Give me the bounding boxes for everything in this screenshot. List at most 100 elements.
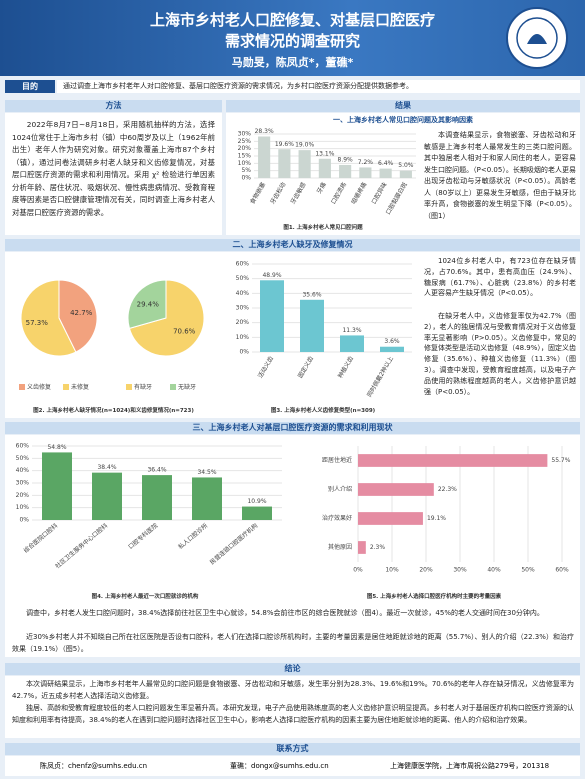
x-tick-label: 种植义齿 <box>336 355 355 380</box>
x-tick-label: 60% <box>555 567 569 574</box>
y-tick-label: 60% <box>16 443 30 450</box>
section-title: 方法 <box>5 100 222 112</box>
subsection-title: 一、上海乡村老人常见口腔问题及其影响因素 <box>333 116 473 124</box>
value-label: 11.3% <box>342 327 361 334</box>
bar <box>258 136 271 178</box>
chart: 0%5%10%15%20%25%30% 28.3% 食物嵌塞 19.6% 牙齿松动 19.… <box>238 128 416 216</box>
bar <box>42 452 72 520</box>
chart-caption: 图3. 上海乡村老人义齿修复类型(n=309) <box>270 408 376 414</box>
y-tick-label: 20% <box>238 145 252 152</box>
x-tick-label: 牙齿松动 <box>268 181 287 206</box>
x-tick-label: 口腔溃疡 <box>329 181 348 206</box>
value-label: 7.2% <box>358 159 374 166</box>
x-tick-label: 口腔异味 <box>370 181 389 206</box>
x-tick-label: 牙齿敏感 <box>289 181 308 206</box>
objective-label: 目的 <box>5 80 55 93</box>
x-tick-label: 综合医院口腔科 <box>22 522 59 555</box>
y-tick-label: 20% <box>16 492 30 499</box>
value-label: 8.9% <box>338 156 354 163</box>
value-label: 55.7% <box>551 457 570 464</box>
chart-caption: 图5. 上海乡村老人选择口腔医疗机构时主要的考量因素 <box>366 594 502 600</box>
bar <box>318 158 331 178</box>
value-label: 57.3% <box>26 319 49 327</box>
x-tick-label: 10% <box>385 567 399 574</box>
result-text: 在缺牙老人中，义齿修复率仅为42.7%（图2），老人的独居情况与受教育情况对于义… <box>424 312 576 396</box>
value-label: 13.1% <box>315 150 334 157</box>
conclusion-text: 本次调研结果显示，上海市乡村老年人最常见的口腔问题是食物嵌塞、牙齿松动和牙敏感，… <box>12 680 574 700</box>
value-label: 3.6% <box>384 338 400 345</box>
legend-swatch <box>19 384 25 390</box>
chart: 0% 10% 20% 30% 40% 50% 60% 54.8% 综合医院口腔科 38.4% 社区卫… <box>16 443 282 570</box>
legend-swatch <box>63 384 69 390</box>
y-tick-label: 30% <box>238 131 252 138</box>
value-label: 38.4% <box>97 464 116 471</box>
panel <box>5 252 580 418</box>
value-label: 48.9% <box>262 272 281 279</box>
y-tick-label: 50% <box>16 455 30 462</box>
y-tick-label: 25% <box>238 138 252 145</box>
bar <box>142 475 172 520</box>
x-tick-label: 30% <box>453 567 467 574</box>
bar <box>92 472 122 520</box>
chart-caption: 图1. 上海乡村老人常见口腔问题 <box>283 225 363 231</box>
y-tick-label: 距居住地近 <box>322 456 352 464</box>
x-tick-label: 20% <box>419 567 433 574</box>
legend-label: 未修复 <box>71 383 89 391</box>
panel <box>5 435 580 657</box>
value-label: 35.6% <box>302 291 321 298</box>
value-label: 19.1% <box>427 515 446 522</box>
pie-slice <box>58 279 98 353</box>
value-label: 29.4% <box>137 300 160 308</box>
panel <box>5 676 580 738</box>
pie-slice <box>128 279 205 357</box>
section-title: 三、上海乡村老人对基层口腔医疗资源的需求和利用现状 <box>5 422 580 434</box>
y-tick-label: 20% <box>236 319 250 326</box>
legend-swatch <box>170 384 176 390</box>
bar <box>278 149 291 178</box>
contact-item: 陈凤贞：chenfz@sumhs.edu.cn <box>40 762 148 770</box>
authors: 马勋旻，陈凤贞*，董礁* <box>231 56 354 69</box>
value-label: 42.7% <box>70 309 93 317</box>
value-label: 5.0% <box>398 162 414 169</box>
value-label: 36.4% <box>147 467 166 474</box>
y-tick-label: 0% <box>19 517 29 524</box>
y-tick-label: 治疗效果好 <box>322 514 352 522</box>
x-tick-label: 牙痛 <box>315 181 328 195</box>
chart: 42.7% 义齿修复 57.3% 未修复 <box>19 279 98 391</box>
bar <box>358 483 434 496</box>
y-tick-label: 30% <box>16 480 30 487</box>
y-tick-label: 5% <box>241 167 251 174</box>
x-tick-label: 民营连锁口腔医疗机构 <box>208 522 259 567</box>
x-tick-label: 50% <box>521 567 535 574</box>
pie-slice <box>20 279 77 357</box>
y-tick-label: 40% <box>16 467 30 474</box>
x-tick-label: 0% <box>353 567 363 574</box>
y-tick-label: 其他原因 <box>328 543 352 551</box>
title-line: 上海市乡村老人口腔修复、对基层口腔医疗 <box>149 11 435 29</box>
bar <box>380 346 404 352</box>
value-label: 70.6% <box>173 328 196 336</box>
objective-text: 通过调查上海市乡村老年人对口腔修复、基层口腔医疗资源的需求情况，为乡村口腔医疗资… <box>57 80 580 93</box>
y-tick-label: 0% <box>241 175 251 182</box>
panel <box>5 756 580 776</box>
section-title: 联系方式 <box>5 743 580 755</box>
legend-swatch <box>126 384 132 390</box>
logo <box>506 7 568 69</box>
value-label: 19.0% <box>295 142 314 149</box>
bar <box>359 167 372 178</box>
contact-item: 上海健康医学院，上海市周祝公路279号，201318 <box>390 762 550 770</box>
result-text: 1024位乡村老人中，有723位存在缺牙情况，占70.6%。其中，患有高血压（2… <box>424 257 576 298</box>
legend-label: 义齿修复 <box>27 383 51 391</box>
value-label: 19.6% <box>275 141 294 148</box>
value-label: 54.8% <box>47 444 66 451</box>
value-label: 34.5% <box>197 469 216 476</box>
x-tick-label: 口腔专科医院 <box>127 522 160 551</box>
y-tick-label: 15% <box>238 153 252 160</box>
bar <box>192 477 222 520</box>
x-tick-label: 同时佩戴2种以上 <box>365 355 395 399</box>
legend-label: 无缺牙 <box>178 383 196 391</box>
conclusion-text: 独居、高龄和受教育程度较低的老人口腔问题发生率显著升高。本研究发现，电子产品使用… <box>12 704 574 724</box>
bar <box>358 512 423 525</box>
bar <box>399 170 412 178</box>
